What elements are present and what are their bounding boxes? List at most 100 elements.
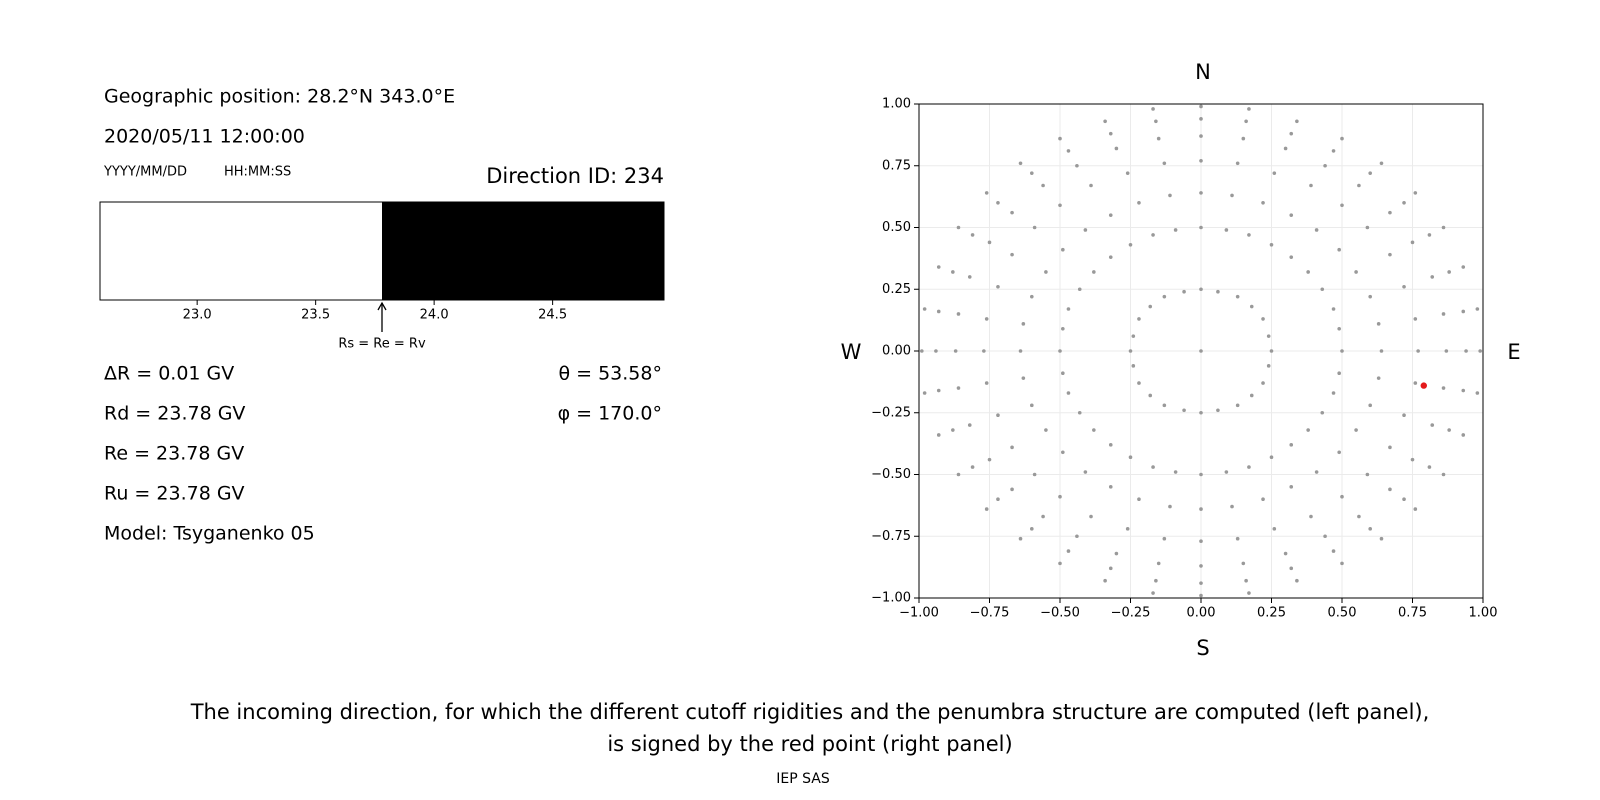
footer: IEP SAS xyxy=(776,771,830,787)
geo-position: Geographic position: 28.2°N 343.0°E xyxy=(104,86,455,108)
direction-point xyxy=(1224,228,1229,232)
direction-point xyxy=(1331,307,1336,311)
direction-point xyxy=(1058,136,1062,141)
direction-point xyxy=(1114,551,1119,556)
direction-point xyxy=(1128,455,1133,460)
direction-point xyxy=(1092,270,1096,274)
direction-point xyxy=(1247,107,1251,111)
direction-point xyxy=(1331,391,1336,395)
y-tick-label: −0.50 xyxy=(871,467,911,482)
direction-point xyxy=(956,225,961,230)
plot-frame xyxy=(918,103,1484,599)
direction-point xyxy=(1199,134,1203,138)
direction-point xyxy=(1199,507,1203,511)
direction-point xyxy=(1058,494,1062,499)
direction-point xyxy=(1103,119,1107,124)
direction-point xyxy=(1357,183,1361,188)
direction-point xyxy=(1368,171,1372,175)
direction-point xyxy=(1295,119,1299,124)
direction-point xyxy=(1066,307,1071,311)
marker-arrowhead xyxy=(377,301,387,311)
direction-point xyxy=(984,317,989,321)
result-text: Re = 23.78 GV xyxy=(104,443,244,465)
direction-point xyxy=(1066,149,1071,153)
direction-point xyxy=(1337,371,1341,376)
compass-north: N xyxy=(1195,60,1211,84)
direction-point xyxy=(1441,225,1446,230)
direction-point xyxy=(982,349,986,353)
direction-point xyxy=(1295,578,1299,583)
direction-point xyxy=(996,497,1000,502)
direction-point xyxy=(1030,294,1034,299)
direction-point xyxy=(1249,393,1254,398)
direction-point xyxy=(987,457,992,462)
x-tick-label: −0.50 xyxy=(1040,606,1080,621)
direction-point xyxy=(1357,514,1361,519)
direction-point xyxy=(1235,294,1240,299)
direction-point xyxy=(1182,289,1186,294)
direction-point xyxy=(1162,294,1167,299)
direction-point xyxy=(1368,403,1372,408)
direction-point xyxy=(1041,514,1045,519)
direction-point xyxy=(1199,225,1203,230)
direction-point xyxy=(1379,349,1384,353)
direction-point xyxy=(1413,317,1418,321)
direction-point xyxy=(1340,203,1344,208)
result-text: Model: Tsyganenko 05 xyxy=(104,523,315,545)
penumbra-segment xyxy=(382,202,664,300)
direction-point xyxy=(1154,578,1158,583)
compass-east: E xyxy=(1507,340,1520,364)
direction-point xyxy=(1077,287,1082,292)
direction-point xyxy=(1461,265,1466,269)
direction-point xyxy=(1131,334,1136,338)
direction-point xyxy=(1148,304,1153,309)
direction-point xyxy=(1089,183,1093,188)
direction-point xyxy=(1475,307,1480,311)
direction-point xyxy=(1199,410,1203,415)
direction-point xyxy=(1151,107,1155,111)
direction-point xyxy=(1388,210,1392,215)
direction-point xyxy=(1340,349,1344,353)
direction-point xyxy=(1441,312,1446,316)
direction-point xyxy=(1376,376,1381,380)
direction-point xyxy=(1018,349,1023,353)
direction-point xyxy=(1314,470,1319,474)
direction-point xyxy=(1244,119,1248,124)
direction-point xyxy=(1323,163,1327,168)
direction-point xyxy=(1410,240,1415,245)
direction-id: Direction ID: 234 xyxy=(486,164,664,188)
penumbra-frame xyxy=(99,201,665,301)
y-tick-label: 0.75 xyxy=(882,158,911,173)
direction-point xyxy=(1128,349,1133,353)
direction-point xyxy=(1041,183,1045,188)
direction-point xyxy=(1083,228,1088,232)
direction-point xyxy=(1156,561,1161,566)
direction-point xyxy=(1083,470,1088,474)
direction-point xyxy=(996,284,1000,289)
direction-point xyxy=(1173,228,1178,232)
x-tick-label: 0.75 xyxy=(1398,606,1427,621)
direction-point xyxy=(1125,527,1130,531)
caption-line: is signed by the red point (right panel) xyxy=(607,732,1012,756)
direction-point xyxy=(1379,536,1384,541)
penumbra-segment xyxy=(100,202,382,300)
direction-point xyxy=(951,270,955,274)
direction-point xyxy=(1137,317,1141,321)
direction-point xyxy=(1413,507,1418,511)
direction-point xyxy=(967,275,972,279)
direction-point xyxy=(1331,549,1336,553)
direction-point xyxy=(1427,233,1432,237)
direction-point xyxy=(1199,581,1203,585)
result-text: Rd = 23.78 GV xyxy=(104,403,245,425)
direction-point xyxy=(1365,225,1370,230)
direction-point xyxy=(1108,213,1113,217)
direction-point xyxy=(1131,364,1136,368)
direction-point xyxy=(1010,252,1014,257)
x-tick-label: 24.5 xyxy=(538,308,567,323)
direction-point xyxy=(1108,443,1113,447)
direction-point xyxy=(1128,242,1133,247)
direction-point xyxy=(1199,159,1203,163)
direction-point xyxy=(970,465,975,469)
direction-point xyxy=(1247,591,1251,595)
